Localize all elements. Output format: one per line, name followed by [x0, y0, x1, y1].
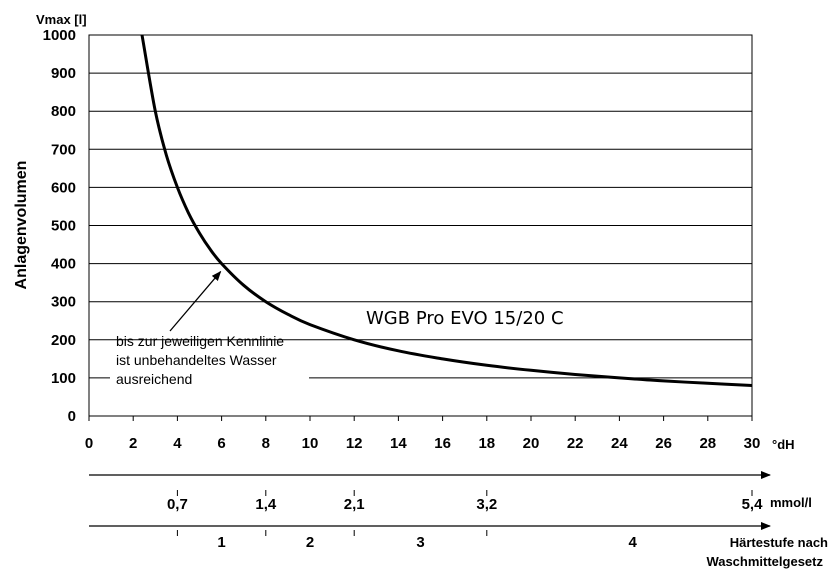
annotation-arrow — [169, 270, 222, 332]
annotation-line-2: ist unbehandeltes Wasser — [116, 352, 277, 368]
x-tick-label: 8 — [262, 435, 270, 452]
x-tick-label: 0 — [85, 435, 93, 452]
plot-frame — [88, 34, 753, 417]
mmol-tick-label: 1,4 — [255, 496, 277, 513]
x-tick-label: 4 — [173, 435, 182, 452]
x-tick-label: 14 — [390, 435, 407, 452]
x-tick-label: 10 — [302, 435, 319, 452]
y-tick-label: 900 — [51, 65, 76, 82]
x-unit-label: °dH — [772, 437, 795, 452]
y-tick-label: 1000 — [43, 27, 76, 44]
haerte-zone-label: 4 — [628, 534, 637, 551]
mmol-scale: 0,7 1,4 2,1 3,2 5,4 mmol/l — [89, 471, 812, 513]
x-tick-label: 24 — [611, 435, 628, 452]
annotation: bis zur jeweiligen Kennlinie ist unbehan… — [116, 270, 284, 387]
haerte-zone-label: 2 — [306, 534, 314, 551]
x-tick-label: 12 — [346, 435, 363, 452]
series-label: WGB Pro EVO 15/20 C — [366, 308, 564, 329]
y-axis-label: Anlagenvolumen — [13, 161, 30, 290]
mmol-unit-label: mmol/l — [770, 495, 812, 510]
x-tick-label: 6 — [217, 435, 225, 452]
y-tick-label: 100 — [51, 370, 76, 387]
y-tick-label: 200 — [51, 332, 76, 349]
mmol-tick-label: 0,7 — [167, 496, 188, 513]
y-tick-label: 700 — [51, 141, 76, 158]
haerte-zone-label: 3 — [416, 534, 424, 551]
haerte-zone-label: 1 — [217, 534, 225, 551]
y-tick-label: 800 — [51, 103, 76, 120]
y-tick-label: 300 — [51, 294, 76, 311]
x-tick-label: 20 — [523, 435, 540, 452]
mmol-tick-label: 2,1 — [344, 496, 365, 513]
haerte-unit-line-2: Waschmittelgesetz — [706, 554, 823, 569]
x-tick-label: 30 — [744, 435, 761, 452]
haerte-scale: 1 2 3 4 Härtestufe nach Waschmittelgesetz — [89, 522, 828, 569]
x-tick-label: 28 — [699, 435, 716, 452]
mmol-tick-label: 3,2 — [476, 496, 497, 513]
annotation-line-1: bis zur jeweiligen Kennlinie — [116, 333, 284, 349]
y-tick-label: 400 — [51, 256, 76, 273]
y-tick-label: 500 — [51, 218, 76, 235]
annotation-line-3: ausreichend — [116, 371, 192, 387]
y-tick-labels: 0 100 200 300 400 500 600 700 800 900 1000 — [43, 27, 76, 425]
x-tick-label: 18 — [478, 435, 495, 452]
x-tick-label: 16 — [434, 435, 451, 452]
x-tick-label: 22 — [567, 435, 584, 452]
mmol-tick-labels: 0,7 1,4 2,1 3,2 5,4 — [167, 490, 763, 513]
y-tick-label: 600 — [51, 179, 76, 196]
y-unit-label: Vmax [l] — [36, 12, 87, 27]
haerte-zone-labels: 1 2 3 4 — [176, 530, 637, 551]
mmol-tick-label: 5,4 — [742, 496, 764, 513]
y-tick-label: 0 — [68, 408, 76, 425]
x-tick-labels: 0 2 4 6 8 10 12 14 16 18 20 22 24 26 28 30 — [85, 416, 761, 452]
series-line-wgb-pro-evo — [140, 34, 753, 387]
gridlines — [89, 72, 752, 379]
x-tick-label: 26 — [655, 435, 672, 452]
haerte-unit-line-1: Härtestufe nach — [730, 535, 828, 550]
x-tick-label: 2 — [129, 435, 137, 452]
